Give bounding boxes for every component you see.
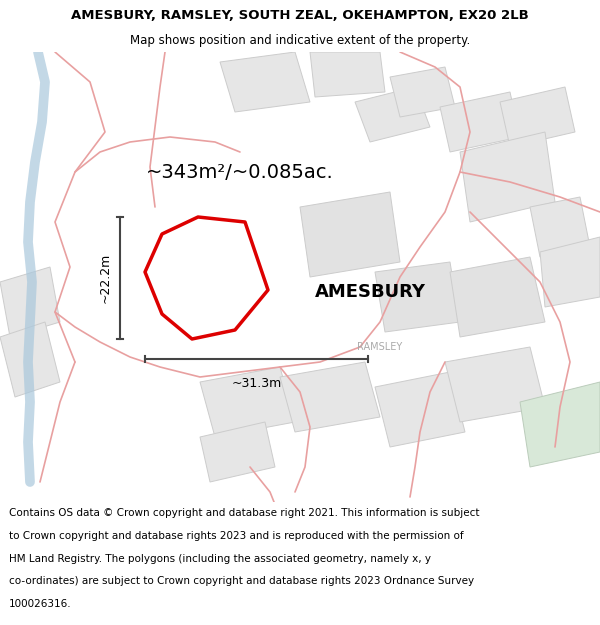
Polygon shape — [280, 362, 380, 432]
Polygon shape — [200, 367, 295, 437]
Text: AMESBURY, RAMSLEY, SOUTH ZEAL, OKEHAMPTON, EX20 2LB: AMESBURY, RAMSLEY, SOUTH ZEAL, OKEHAMPTO… — [71, 9, 529, 22]
Polygon shape — [220, 52, 310, 112]
Polygon shape — [390, 67, 455, 117]
Text: Map shows position and indicative extent of the property.: Map shows position and indicative extent… — [130, 34, 470, 47]
Text: RAMSLEY: RAMSLEY — [358, 342, 403, 352]
Polygon shape — [520, 382, 600, 467]
Polygon shape — [375, 262, 460, 332]
Text: to Crown copyright and database rights 2023 and is reproduced with the permissio: to Crown copyright and database rights 2… — [9, 531, 464, 541]
Text: ~343m²/~0.085ac.: ~343m²/~0.085ac. — [146, 162, 334, 181]
Polygon shape — [375, 372, 465, 447]
Polygon shape — [300, 192, 400, 277]
Polygon shape — [460, 132, 555, 222]
Polygon shape — [530, 197, 590, 257]
Polygon shape — [500, 87, 575, 147]
Polygon shape — [0, 267, 60, 337]
Text: ~22.2m: ~22.2m — [98, 253, 112, 303]
Text: ~31.3m: ~31.3m — [232, 377, 281, 390]
Polygon shape — [440, 92, 520, 152]
Polygon shape — [355, 87, 430, 142]
Text: Contains OS data © Crown copyright and database right 2021. This information is : Contains OS data © Crown copyright and d… — [9, 508, 479, 518]
Text: co-ordinates) are subject to Crown copyright and database rights 2023 Ordnance S: co-ordinates) are subject to Crown copyr… — [9, 576, 474, 586]
Polygon shape — [540, 237, 600, 307]
Polygon shape — [0, 322, 60, 397]
Polygon shape — [450, 257, 545, 337]
Polygon shape — [445, 347, 545, 422]
Polygon shape — [200, 422, 275, 482]
Polygon shape — [310, 52, 385, 97]
Text: 100026316.: 100026316. — [9, 599, 71, 609]
Text: AMESBURY: AMESBURY — [314, 283, 425, 301]
Text: HM Land Registry. The polygons (including the associated geometry, namely x, y: HM Land Registry. The polygons (includin… — [9, 554, 431, 564]
